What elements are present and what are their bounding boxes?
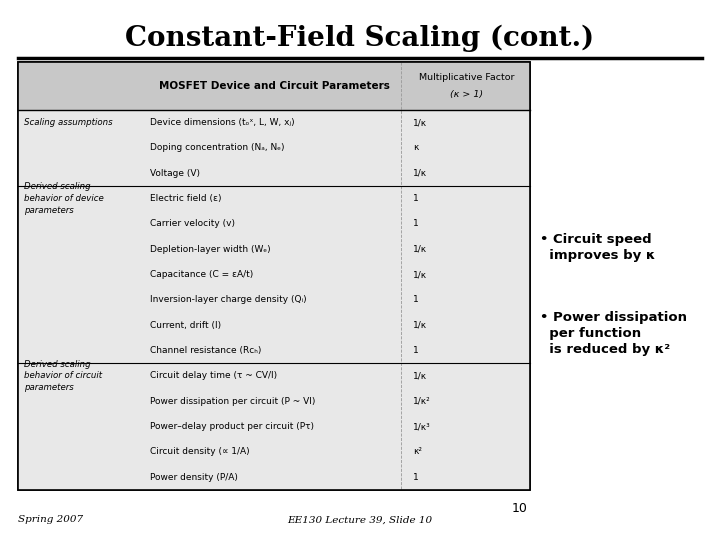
Bar (18, 62, 530, 110)
Bar (18, 313, 530, 338)
Text: 1: 1 (413, 219, 419, 228)
Bar (18, 262, 530, 287)
Text: 1/κ: 1/κ (413, 169, 427, 178)
Text: • Power dissipation: • Power dissipation (540, 312, 687, 325)
Text: 1: 1 (413, 473, 419, 482)
Bar (18, 389, 530, 414)
Text: 1/κ: 1/κ (413, 321, 427, 330)
Text: is reduced by κ²: is reduced by κ² (540, 343, 670, 356)
Bar (18, 464, 530, 490)
Bar (18, 414, 530, 440)
Text: Inversion-layer charge density (Qᵢ): Inversion-layer charge density (Qᵢ) (150, 295, 307, 305)
Bar (18, 62, 530, 490)
Bar (18, 440, 530, 464)
Bar (18, 161, 530, 186)
Text: 10: 10 (512, 502, 528, 515)
Text: (κ > 1): (κ > 1) (450, 90, 483, 99)
Text: 1/κ: 1/κ (413, 372, 427, 381)
Text: κ: κ (413, 144, 418, 152)
Text: MOSFET Device and Circuit Parameters: MOSFET Device and Circuit Parameters (159, 81, 390, 91)
Text: 1/κ³: 1/κ³ (413, 422, 431, 431)
Text: Capacitance (C = εA/t): Capacitance (C = εA/t) (150, 270, 253, 279)
Bar (18, 136, 530, 161)
Text: Multiplicative Factor: Multiplicative Factor (419, 73, 514, 82)
Text: Derived scaling
behavior of circuit
parameters: Derived scaling behavior of circuit para… (24, 360, 102, 392)
Text: per function: per function (540, 327, 641, 341)
Text: 1: 1 (413, 346, 419, 355)
Text: Circuit delay time (τ ~ CV/I): Circuit delay time (τ ~ CV/I) (150, 372, 277, 381)
Bar (18, 363, 530, 389)
Text: Constant-Field Scaling (cont.): Constant-Field Scaling (cont.) (125, 24, 595, 52)
Bar (18, 62, 530, 490)
Text: improves by κ: improves by κ (540, 249, 655, 262)
Text: Derived scaling
behavior of device
parameters: Derived scaling behavior of device param… (24, 183, 104, 215)
Bar (18, 110, 530, 136)
Text: • Circuit speed: • Circuit speed (540, 233, 652, 246)
Bar (18, 287, 530, 313)
Text: Voltage (V): Voltage (V) (150, 169, 200, 178)
Text: 1/κ: 1/κ (413, 270, 427, 279)
Bar (18, 186, 530, 211)
Text: Circuit density (∝ 1/A): Circuit density (∝ 1/A) (150, 448, 250, 456)
Text: Spring 2007: Spring 2007 (18, 516, 83, 524)
Text: Power density (P/A): Power density (P/A) (150, 473, 238, 482)
Text: Doping concentration (Nₐ, Nₑ): Doping concentration (Nₐ, Nₑ) (150, 144, 284, 152)
Text: 1/κ: 1/κ (413, 245, 427, 254)
Text: EE130 Lecture 39, Slide 10: EE130 Lecture 39, Slide 10 (287, 516, 433, 524)
Text: Channel resistance (Rᴄₕ): Channel resistance (Rᴄₕ) (150, 346, 261, 355)
Text: 1: 1 (413, 194, 419, 203)
Text: Current, drift (I): Current, drift (I) (150, 321, 221, 330)
Bar (18, 211, 530, 237)
Text: Electric field (ε): Electric field (ε) (150, 194, 222, 203)
Text: Depletion-layer width (Wₑ): Depletion-layer width (Wₑ) (150, 245, 271, 254)
Bar (18, 338, 530, 363)
Text: Carrier velocity (v): Carrier velocity (v) (150, 219, 235, 228)
Text: Power–delay product per circuit (Pτ): Power–delay product per circuit (Pτ) (150, 422, 314, 431)
Text: 1/κ: 1/κ (413, 118, 427, 127)
Text: Power dissipation per circuit (P ~ VI): Power dissipation per circuit (P ~ VI) (150, 397, 315, 406)
Text: Device dimensions (tₒˣ, L, W, xⱼ): Device dimensions (tₒˣ, L, W, xⱼ) (150, 118, 294, 127)
Text: Scaling assumptions: Scaling assumptions (24, 118, 112, 127)
Text: 1: 1 (413, 295, 419, 305)
Text: κ²: κ² (413, 448, 422, 456)
Bar (18, 237, 530, 262)
Text: 1/κ²: 1/κ² (413, 397, 431, 406)
